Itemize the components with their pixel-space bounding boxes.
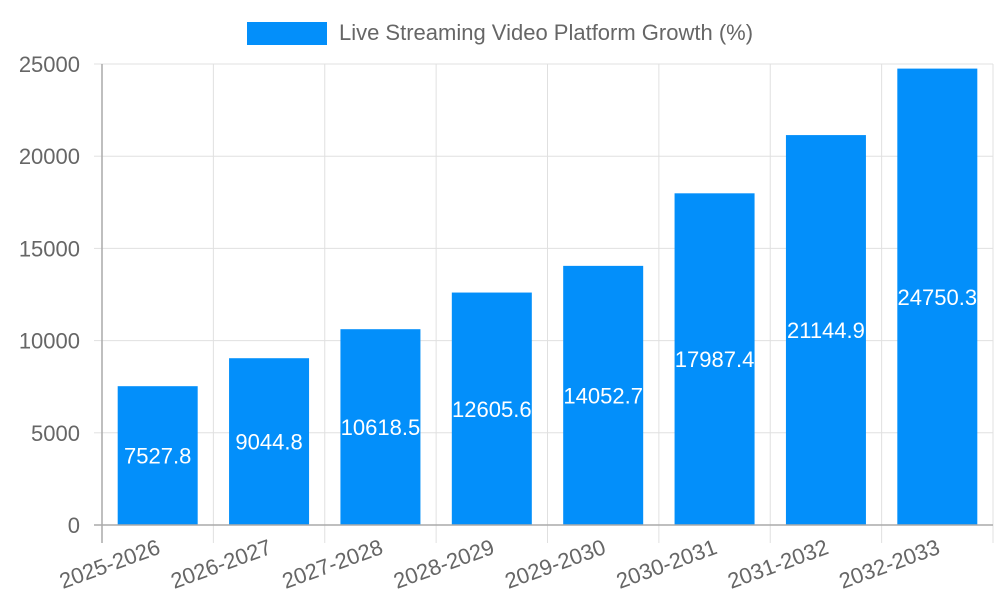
y-tick-label: 25000 <box>19 52 80 77</box>
bar[interactable] <box>340 329 421 525</box>
bar-value-label: 10618.5 <box>341 415 421 440</box>
bar[interactable] <box>117 386 198 525</box>
x-tick-label: 2031-2032 <box>724 534 831 593</box>
bar-value-label: 17987.4 <box>675 347 755 372</box>
bar-value-label: 7527.8 <box>124 444 191 469</box>
bar[interactable] <box>563 265 644 525</box>
x-tick-label: 2029-2030 <box>501 534 608 593</box>
x-tick-label: 2028-2029 <box>390 534 497 593</box>
x-tick-label: 2032-2033 <box>836 534 943 593</box>
y-tick-label: 15000 <box>19 236 80 261</box>
legend-swatch[interactable] <box>246 21 327 45</box>
y-tick-label: 0 <box>68 513 80 538</box>
axes <box>94 64 993 543</box>
chart-legend: Live Streaming Video Platform Growth (%) <box>0 20 1000 46</box>
x-tick-label: 2025-2026 <box>56 534 163 593</box>
bar-value-label: 12605.6 <box>452 397 532 422</box>
y-tick-label: 20000 <box>19 144 80 169</box>
y-tick-label: 10000 <box>19 329 80 354</box>
y-axis-ticks: 0 5000 10000 15000 20000 25000 <box>19 52 102 538</box>
bar-value-label: 14052.7 <box>563 383 643 408</box>
x-tick-label: 2026-2027 <box>167 534 274 593</box>
bar-value-label: 24750.3 <box>898 285 978 310</box>
bar-value-label: 9044.8 <box>235 430 302 455</box>
legend-label[interactable]: Live Streaming Video Platform Growth (%) <box>338 20 754 45</box>
bar[interactable] <box>785 135 866 525</box>
x-tick-label: 2030-2031 <box>613 534 720 593</box>
bar[interactable] <box>229 358 310 525</box>
bar[interactable] <box>897 68 978 526</box>
x-tick-label: 2027-2028 <box>279 534 386 593</box>
bar[interactable] <box>451 292 532 525</box>
x-axis-ticks: 2025-2026 2026-2027 2027-2028 2028-2029 2029… <box>56 534 943 593</box>
y-tick-label: 5000 <box>31 421 80 446</box>
bars: 7527.8 9044.8 10618.5 12605.6 14052.7 17987.4… <box>117 68 978 526</box>
bar[interactable] <box>674 193 755 525</box>
bar-value-label: 21144.9 <box>787 318 865 343</box>
